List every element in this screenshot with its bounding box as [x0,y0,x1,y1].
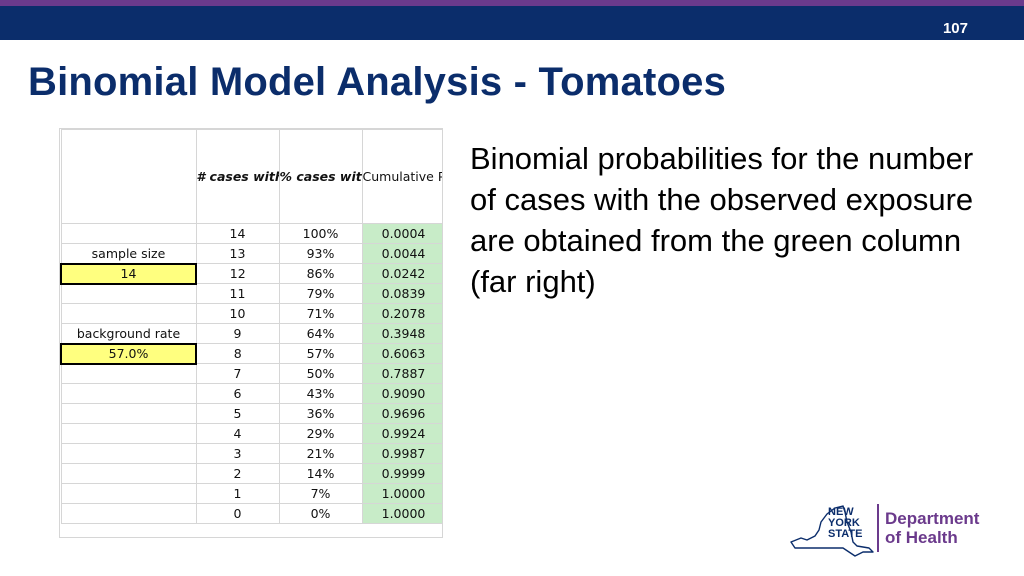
probability-cell: 0.2078 [361,303,442,324]
side-cell [60,363,197,384]
percent-cell: 64% [278,323,363,344]
percent-cell: 93% [278,243,363,264]
percent-cell: 0% [278,503,363,524]
cases-cell: 11 [195,283,280,304]
header-percent: % cases with exposure [278,129,363,224]
cases-cell: 4 [195,423,280,444]
table-row: 7 50% 0.7887 [60,363,442,384]
probability-cell: 1.0000 [361,483,442,504]
percent-cell: 29% [278,423,363,444]
table-row: 14 12 86% 0.0242 [60,262,442,285]
side-cell [60,383,197,404]
table-row: 11 79% 0.0839 [60,283,442,304]
slide-number: 107 [942,20,968,37]
table-row: 4 29% 0.9924 [60,423,442,444]
cases-cell: 7 [195,363,280,384]
sample-size-value: 14 [60,262,197,285]
cases-cell: 1 [195,483,280,504]
sample-size-label: sample size [60,243,197,264]
table-row: 5 36% 0.9696 [60,403,442,424]
cases-cell: 3 [195,443,280,464]
logo-divider [877,504,879,552]
slide-title: Binomial Model Analysis - Tomatoes [28,60,727,104]
percent-cell: 36% [278,403,363,424]
background-rate-label: background rate [60,323,197,344]
probability-cell: 0.0044 [361,243,442,264]
side-cell [60,283,197,304]
logo-department-text: Department of Health [885,509,980,547]
table-row: 6 43% 0.9090 [60,383,442,404]
percent-cell: 86% [278,263,363,284]
table-row: sample size 13 93% 0.0044 [60,243,442,264]
probability-cell: 0.0839 [361,283,442,304]
percent-cell: 100% [278,223,363,244]
cases-cell: 9 [195,323,280,344]
side-cell [60,503,197,524]
table-row: 57.0% 8 57% 0.6063 [60,342,442,365]
header-cases: # cases with exposure [195,129,280,224]
header-cumulative: Cumulative Probability [361,129,442,224]
side-cell [60,463,197,484]
probability-cell: 0.0004 [361,223,442,244]
side-cell [60,423,197,444]
percent-cell: 43% [278,383,363,404]
binomial-table: # cases with exposure % cases with expos… [60,129,442,524]
side-cell [60,223,197,244]
percent-cell: 71% [278,303,363,324]
header-bar: 107 [0,6,1024,40]
table-row: 2 14% 0.9999 [60,463,442,484]
probability-cell: 0.9924 [361,423,442,444]
table-row: 3 21% 0.9987 [60,443,442,464]
probability-cell: 0.6063 [361,343,442,364]
probability-cell: 0.7887 [361,363,442,384]
cases-cell: 14 [195,223,280,244]
cases-cell: 2 [195,463,280,484]
header-accent-stripe [0,0,1024,6]
cases-cell: 12 [195,263,280,284]
table-row: 0 0% 1.0000 [60,503,442,524]
side-cell [60,403,197,424]
side-cell [60,483,197,504]
probability-cell: 1.0000 [361,503,442,524]
table-row: background rate 9 64% 0.3948 [60,323,442,344]
percent-cell: 50% [278,363,363,384]
probability-cell: 0.9090 [361,383,442,404]
percent-cell: 14% [278,463,363,484]
probability-cell: 0.0242 [361,263,442,284]
nys-doh-logo: NEW YORK STATE Department of Health [785,502,995,558]
probability-cell: 0.3948 [361,323,442,344]
background-rate-value: 57.0% [60,342,197,365]
header-blank-cell [60,129,197,224]
cases-cell: 5 [195,403,280,424]
cases-cell: 8 [195,343,280,364]
new-york-state-map-icon [790,505,874,557]
probability-cell: 0.9987 [361,443,442,464]
table-row: 1 7% 1.0000 [60,483,442,504]
side-cell [60,443,197,464]
probability-cell: 0.9999 [361,463,442,484]
slide-description: Binomial probabilities for the number of… [470,141,974,299]
cases-cell: 10 [195,303,280,324]
logo-state-text: NEW YORK STATE [828,506,863,540]
probability-cell: 0.9696 [361,403,442,424]
table-row: 14 100% 0.0004 [60,223,442,244]
percent-cell: 79% [278,283,363,304]
cases-cell: 6 [195,383,280,404]
table-header-row: # cases with exposure % cases with expos… [60,129,442,224]
percent-cell: 21% [278,443,363,464]
percent-cell: 57% [278,343,363,364]
spreadsheet-image: # cases with exposure % cases with expos… [59,128,443,538]
percent-cell: 7% [278,483,363,504]
side-cell [60,303,197,324]
cases-cell: 0 [195,503,280,524]
cases-cell: 13 [195,243,280,264]
table-row: 10 71% 0.2078 [60,303,442,324]
